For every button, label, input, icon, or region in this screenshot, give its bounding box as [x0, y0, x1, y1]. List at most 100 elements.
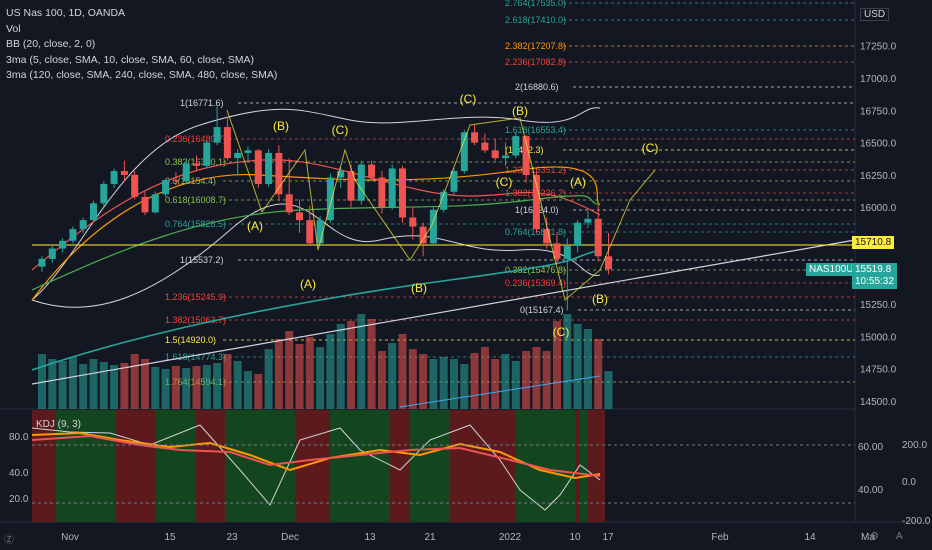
kdj-band [155, 410, 195, 522]
volume-bar [408, 349, 417, 409]
timezone-icon[interactable]: Ⓩ [4, 535, 14, 546]
candle-body [110, 171, 118, 184]
indicator-3ma-short[interactable]: 3ma (5, close, SMA, 10, close, SMA, 60, … [6, 53, 255, 66]
fib-level-label: 0.382(15476.8) [505, 265, 566, 275]
volume-bar [604, 371, 613, 409]
currency-label[interactable]: USD [860, 8, 890, 21]
fib-level-label: 2.618(17410.0) [505, 15, 566, 25]
fib-level-label: 0.5(16154.4) [165, 176, 216, 186]
ma-line-green [31, 195, 601, 291]
candle-body [574, 222, 582, 246]
price-tick: 16000.0 [860, 203, 897, 214]
fib-level-label: 0.382(16360.1) [165, 157, 226, 167]
candle-body [409, 217, 417, 227]
kdj-left-tick: 40.0 [9, 468, 29, 479]
kdj-indicator-label[interactable]: KDJ (9, 3) [36, 419, 82, 430]
volume-bar [439, 357, 448, 409]
volume-bar [470, 353, 479, 409]
candle-body [59, 240, 67, 249]
volume-bar [79, 364, 88, 409]
volume-bar [264, 349, 273, 409]
candle-body [182, 163, 190, 182]
settings-icon[interactable]: ⚙ [870, 531, 879, 542]
horizontal-line-price-tag: 15710.8 [852, 236, 895, 249]
kdj-band [575, 410, 580, 522]
time-axis-label: Feb [711, 532, 729, 543]
volume-bar [244, 371, 252, 409]
kdj-band [195, 410, 225, 522]
auto-scale-button[interactable]: A [896, 531, 903, 542]
kdj-band [330, 410, 390, 522]
time-axis-label: 21 [424, 532, 436, 543]
indicator-3ma-long[interactable]: 3ma (120, close, SMA, 240, close, SMA, 4… [6, 69, 278, 81]
candle-body [100, 183, 108, 204]
volume-bar [213, 363, 222, 409]
fib-level-label: 1.618(16553.4) [505, 125, 566, 135]
fib-level-label: 1.618(14774.3) [165, 352, 226, 362]
volume-bar [326, 334, 335, 409]
volume-bar [429, 359, 438, 409]
volume-bar [460, 364, 469, 409]
candle-body [120, 171, 128, 175]
fib-level-label: 2.764(17535.0) [505, 0, 566, 8]
wave-label: (C) [332, 123, 349, 137]
volume-bar [99, 362, 108, 409]
fib-level-label: 1.236(15245.9) [165, 292, 226, 302]
volume-bar [367, 319, 376, 409]
fib-level-label: 2(16880.6) [515, 82, 559, 92]
volume-bar [357, 314, 366, 409]
volume-bar [377, 351, 386, 409]
candle-body [481, 142, 489, 151]
indicator-vol[interactable]: Vol [6, 22, 21, 35]
wave-label: (C) [496, 175, 513, 189]
kdj-far-right-tick: -200.0 [902, 516, 931, 527]
symbol-title[interactable]: US Nas 100, 1D, OANDA [6, 7, 126, 19]
candle-body [594, 218, 602, 257]
volume-bar [48, 359, 57, 409]
volume-bar [336, 324, 345, 409]
candle-body [90, 203, 97, 221]
candle-body [512, 136, 520, 156]
fib-level-label: 0(15167.4) [520, 305, 564, 315]
candle-body [193, 163, 200, 166]
volume-bar [583, 329, 592, 409]
price-tick: 15250.0 [860, 300, 897, 311]
candle-body [378, 177, 386, 208]
price-tick: 14750.0 [860, 365, 897, 376]
candle-body [141, 196, 149, 213]
kdj-band [115, 410, 155, 522]
candle-body [584, 218, 592, 223]
time-axis-label: 2022 [499, 532, 522, 543]
candle-body [368, 164, 376, 178]
volume-bar [254, 374, 263, 409]
wave-label: (C) [460, 92, 477, 106]
volume-bar [511, 361, 520, 409]
volume-bar [573, 324, 582, 409]
candle-body [38, 258, 46, 267]
candle-body [234, 152, 242, 159]
wave-path [226, 109, 656, 301]
volume-bar [563, 314, 572, 409]
price-tick: 17000.0 [860, 74, 897, 85]
volume-bar [89, 359, 98, 409]
candle-body [357, 164, 365, 201]
candle-body [151, 194, 159, 213]
ma-line-teal [31, 249, 601, 371]
candle-body [337, 171, 345, 178]
kdj-left-tick: 80.0 [9, 432, 29, 443]
volume-bar [419, 354, 428, 409]
time-axis-label: Nov [61, 532, 79, 543]
time-axis-label: 10 [569, 532, 581, 543]
bollinger-lower [31, 203, 601, 308]
time-axis-label: Ma [861, 532, 875, 543]
candle-body [326, 177, 334, 221]
fib-level-label: 1(16771.6) [180, 98, 224, 108]
candle-body [172, 180, 180, 182]
candle-body [275, 152, 283, 195]
indicator-bb[interactable]: BB (20, close, 2, 0) [6, 38, 96, 50]
fib-level-label: 0.618(16008.7) [165, 195, 226, 205]
volume-bar [274, 339, 283, 409]
kdj-far-right-tick: 200.0 [902, 440, 927, 451]
candle-body [347, 171, 355, 201]
